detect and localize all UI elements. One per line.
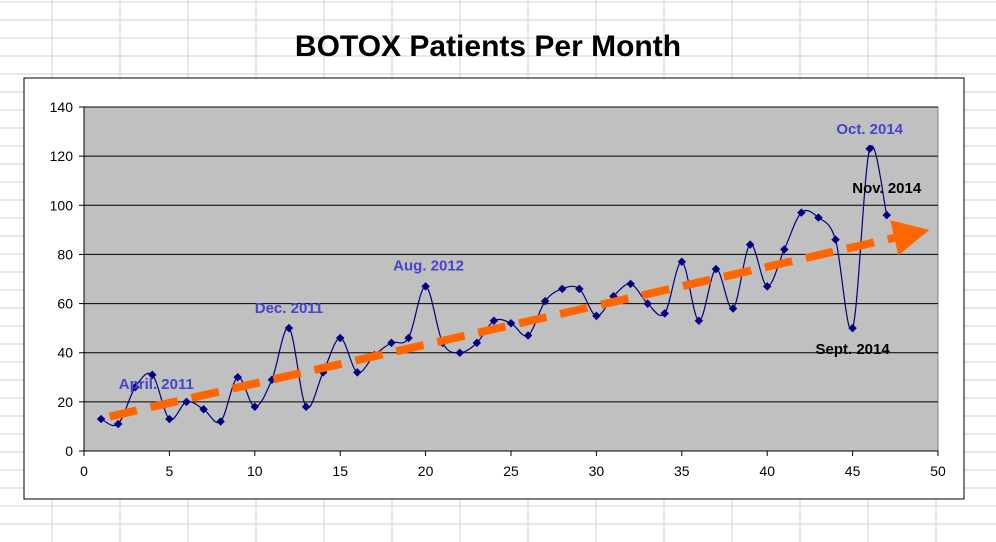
data-point bbox=[711, 264, 721, 274]
data-point bbox=[387, 338, 396, 348]
x-tick-label: 15 bbox=[332, 463, 348, 479]
data-point bbox=[165, 414, 174, 424]
data-point bbox=[250, 402, 260, 412]
data-point bbox=[113, 419, 123, 429]
plot-area bbox=[83, 106, 939, 452]
data-point bbox=[301, 402, 311, 412]
y-tick-label: 0 bbox=[65, 443, 73, 459]
data-point bbox=[353, 368, 362, 377]
x-tick-label: 5 bbox=[166, 463, 174, 479]
x-tick-label: 30 bbox=[589, 463, 605, 479]
data-point bbox=[404, 333, 413, 343]
y-tick-label: 120 bbox=[50, 148, 74, 164]
y-tick-label: 40 bbox=[57, 345, 73, 361]
data-point bbox=[421, 282, 430, 291]
data-point bbox=[540, 296, 550, 306]
x-tick-label: 20 bbox=[418, 463, 434, 479]
annotation-label: Nov. 2014 bbox=[852, 180, 922, 197]
data-point bbox=[643, 299, 652, 308]
data-point bbox=[335, 333, 345, 343]
x-tick-label: 35 bbox=[674, 463, 690, 479]
data-point bbox=[592, 311, 601, 321]
data-point bbox=[575, 284, 584, 294]
y-tick-label: 100 bbox=[50, 197, 74, 213]
trend-arrow-shaft bbox=[108, 233, 896, 421]
data-point bbox=[677, 257, 687, 267]
data-point bbox=[182, 397, 191, 407]
x-tick-label: 45 bbox=[845, 463, 861, 479]
y-tick-label: 140 bbox=[50, 99, 74, 115]
annotation-label: Oct. 2014 bbox=[836, 121, 903, 138]
y-tick-label: 60 bbox=[57, 296, 73, 312]
data-point bbox=[626, 279, 635, 289]
data-point bbox=[216, 417, 225, 426]
data-point bbox=[660, 309, 669, 318]
trend-arrow-head bbox=[890, 220, 930, 256]
data-point bbox=[96, 414, 106, 424]
annotation-label: April. 2011 bbox=[119, 376, 194, 393]
x-tick-label: 0 bbox=[80, 463, 88, 479]
annotation-label: Sept. 2014 bbox=[815, 341, 890, 358]
data-point bbox=[506, 318, 516, 328]
data-point bbox=[848, 323, 857, 333]
data-point bbox=[130, 382, 140, 392]
x-tick-label: 10 bbox=[247, 463, 263, 479]
data-point bbox=[489, 316, 499, 326]
data-point bbox=[694, 316, 704, 326]
x-tick-label: 40 bbox=[759, 463, 775, 479]
data-point bbox=[455, 348, 465, 357]
annotation-label: Aug. 2012 bbox=[393, 257, 464, 274]
data-point bbox=[728, 304, 738, 313]
x-tick-label: 50 bbox=[930, 463, 946, 479]
y-tick-label: 80 bbox=[57, 246, 73, 262]
data-point bbox=[523, 331, 533, 340]
data-point bbox=[762, 282, 772, 291]
data-point bbox=[557, 284, 567, 294]
annotation-label: Dec. 2011 bbox=[255, 300, 323, 317]
data-point bbox=[472, 338, 482, 348]
y-tick-label: 20 bbox=[57, 394, 73, 410]
data-point bbox=[284, 323, 294, 333]
data-point bbox=[233, 373, 242, 382]
x-tick-label: 25 bbox=[503, 463, 519, 479]
chart-title: BOTOX Patients Per Month bbox=[294, 30, 682, 63]
data-point bbox=[199, 404, 208, 414]
data-point bbox=[148, 370, 157, 380]
